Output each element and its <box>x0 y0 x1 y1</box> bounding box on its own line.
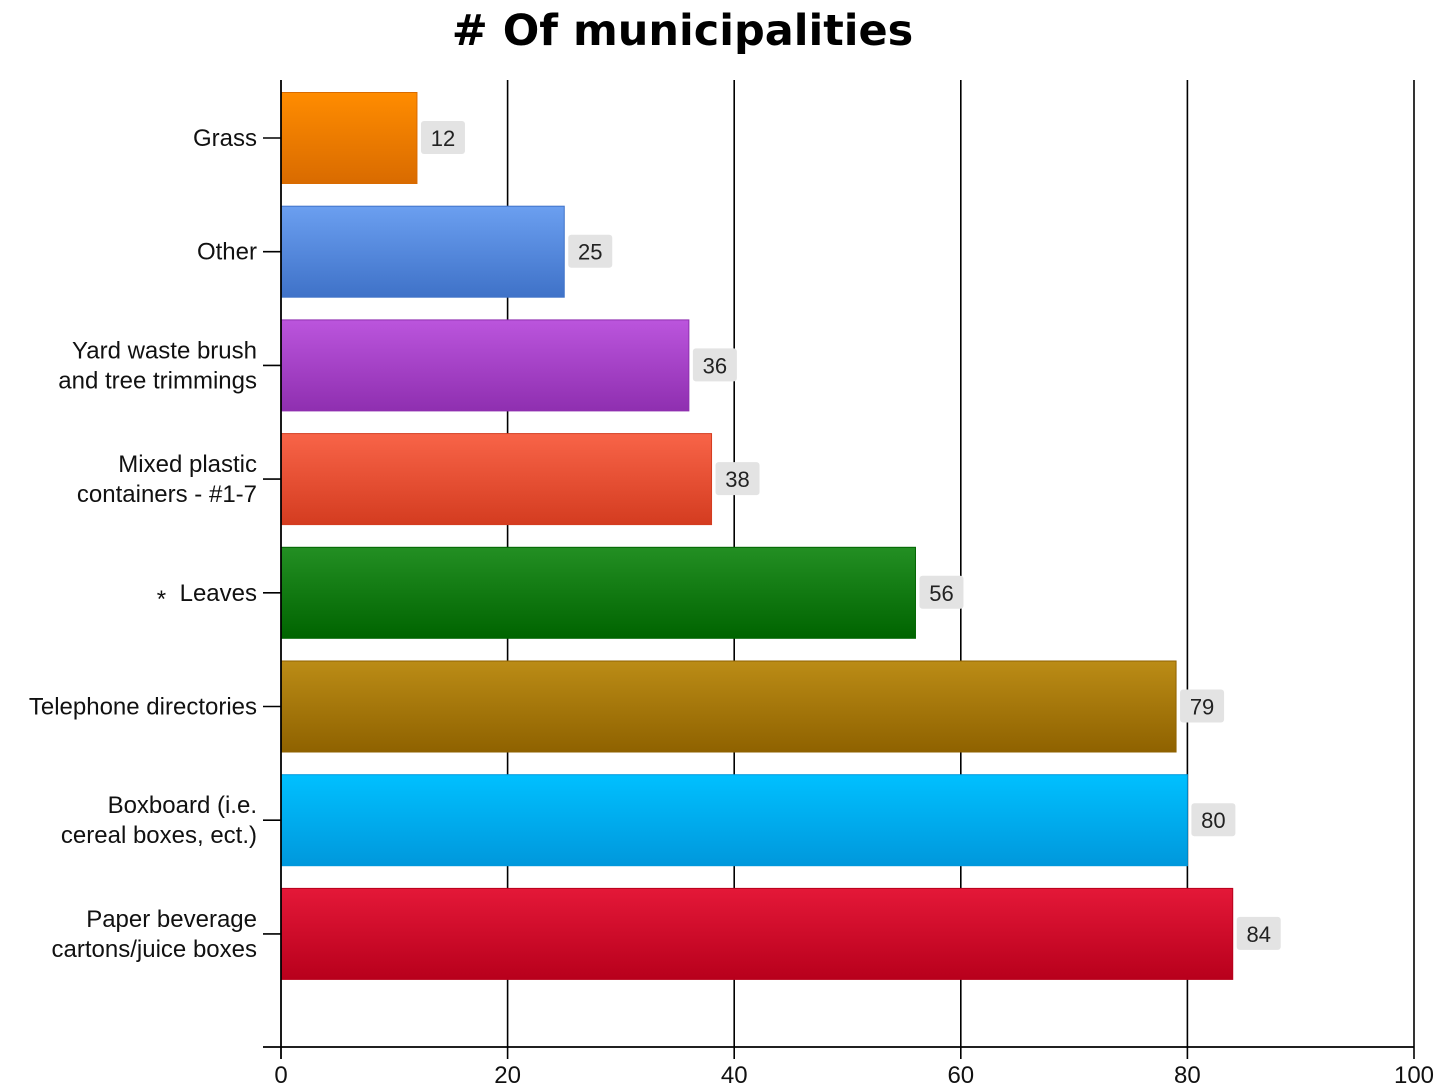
data-label: 84 <box>1246 922 1270 947</box>
category-label: Telephone directories <box>29 694 257 721</box>
bar <box>280 92 418 184</box>
bar <box>280 660 1177 753</box>
data-label-bg <box>568 234 613 268</box>
data-label-bg <box>1191 803 1236 837</box>
category-label: Yard waste brush <box>72 337 257 364</box>
category-label: Leaves <box>180 580 257 607</box>
bar <box>280 319 690 412</box>
data-label: 36 <box>703 353 727 378</box>
data-label: 80 <box>1201 808 1225 833</box>
data-label: 25 <box>578 240 602 265</box>
x-tick-label: 0 <box>274 1062 287 1088</box>
bar <box>280 433 713 526</box>
data-label-bg <box>715 462 760 496</box>
data-label: 12 <box>431 126 455 151</box>
category-label: Mixed plastic <box>118 451 257 478</box>
data-label: 38 <box>725 467 749 492</box>
axes <box>263 80 1414 1059</box>
category-label: Grass <box>193 125 257 152</box>
x-tick-label: 100 <box>1394 1062 1434 1088</box>
data-label-bg <box>1236 916 1281 950</box>
x-tick-label: 40 <box>721 1062 748 1088</box>
x-tick-label: 60 <box>947 1062 974 1088</box>
data-label: 56 <box>929 581 953 606</box>
x-tick-label: 20 <box>494 1062 521 1088</box>
data-label-bg <box>1180 689 1225 723</box>
labels: 12 Grass 25 Other 36 Yard waste brush and tree… <box>29 121 1434 1088</box>
data-label-bg <box>919 575 964 609</box>
category-label: containers - #1-7 <box>77 481 257 508</box>
category-label: Boxboard (i.e. <box>108 792 257 819</box>
x-tick-label: 80 <box>1174 1062 1201 1088</box>
bar <box>280 205 565 298</box>
category-label: cartons/juice boxes <box>52 936 257 963</box>
category-label: cereal boxes, ect.) <box>61 822 257 849</box>
chart-title: # Of municipalities <box>451 6 914 56</box>
category-marker: * <box>157 586 166 613</box>
category-label: Other <box>197 239 257 266</box>
bar <box>280 887 1234 980</box>
bar <box>280 774 1188 867</box>
bars <box>280 92 1234 980</box>
category-label: and tree trimmings <box>58 367 257 394</box>
data-label-bg <box>420 121 465 154</box>
bar <box>280 546 916 639</box>
data-label-bg <box>692 348 737 382</box>
data-label: 79 <box>1190 695 1214 720</box>
category-label: Paper beverage <box>86 906 257 933</box>
